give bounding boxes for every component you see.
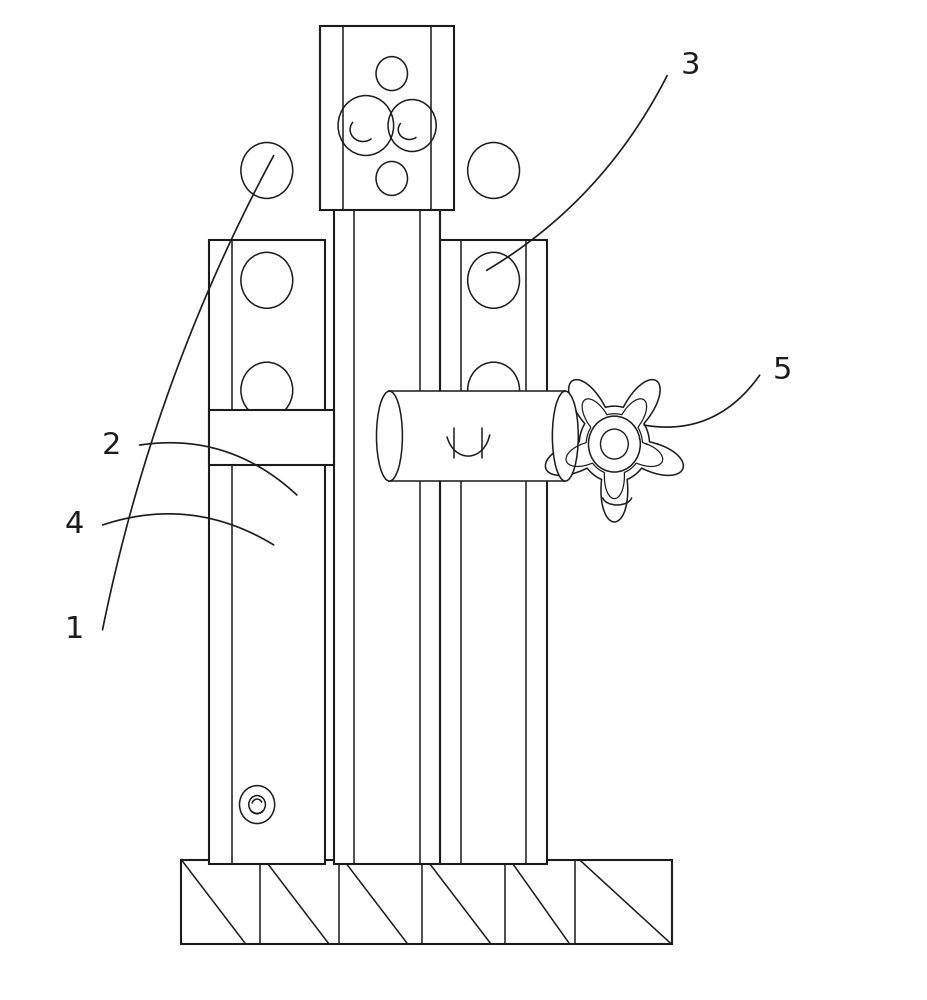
Bar xyxy=(209,410,334,465)
Bar xyxy=(320,26,454,210)
Bar xyxy=(440,405,496,465)
Polygon shape xyxy=(545,380,683,522)
Text: 3: 3 xyxy=(680,51,700,80)
Ellipse shape xyxy=(376,391,402,481)
Circle shape xyxy=(589,416,641,472)
Text: 1: 1 xyxy=(65,615,84,644)
Text: 2: 2 xyxy=(102,431,121,460)
Bar xyxy=(181,859,672,944)
Text: 4: 4 xyxy=(65,510,84,539)
Bar xyxy=(334,205,440,864)
Text: 5: 5 xyxy=(773,356,793,385)
Bar xyxy=(440,240,547,864)
Bar xyxy=(389,391,565,481)
Bar xyxy=(209,240,324,864)
Ellipse shape xyxy=(552,391,578,481)
